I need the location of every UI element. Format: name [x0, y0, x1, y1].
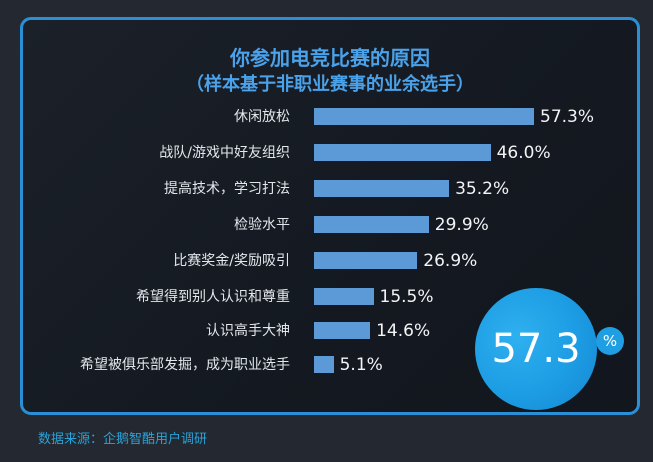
chart-subtitle: （样本基于非职业赛事的业余选手） [186, 74, 474, 95]
bar-row: 检验水平 29.9% [23, 216, 637, 234]
chart-frame: 你参加电竞比赛的原因 （样本基于非职业赛事的业余选手） 休闲放松 57.3% 战队/… [20, 17, 640, 415]
bar [314, 322, 371, 339]
bar-value: 26.9% [423, 251, 478, 271]
bar-row: 希望被俱乐部发掘，成为职业选手 5.1% [23, 356, 637, 374]
bar-row: 战队/游戏中好友组织 46.0% [23, 144, 637, 162]
bar-label: 希望被俱乐部发掘，成为职业选手 [80, 357, 290, 373]
bar-value: 15.5% [379, 287, 434, 307]
bar-label: 希望得到别人认识和尊重 [136, 289, 290, 305]
bar [314, 108, 534, 125]
bar-label: 检验水平 [234, 217, 290, 233]
data-source: 数据来源：企鹅智酷用户调研 [38, 432, 208, 447]
bar-label: 提高技术，学习打法 [164, 181, 290, 197]
bar-value: 5.1% [339, 355, 383, 375]
highlight-circle: 57.3 [475, 288, 597, 410]
bar-value: 46.0% [496, 143, 551, 163]
bar-label: 比赛奖金/奖励吸引 [173, 253, 290, 269]
bar-row: 比赛奖金/奖励吸引 26.9% [23, 252, 637, 270]
bar-row: 提高技术，学习打法 35.2% [23, 180, 637, 198]
bar [314, 144, 491, 161]
percent-sign: % [602, 332, 618, 350]
bar [314, 356, 334, 373]
bar-label: 战队/游戏中好友组织 [159, 145, 290, 161]
bar-row: 希望得到别人认识和尊重 15.5% [23, 288, 637, 306]
bar-value: 35.2% [455, 179, 510, 199]
bar-label: 休闲放松 [234, 109, 290, 125]
bar-label: 认识高手大神 [206, 323, 290, 339]
highlight-value: 57.3 [491, 326, 581, 372]
bar [314, 288, 374, 305]
bar-value: 57.3% [540, 107, 595, 127]
percent-badge: % [596, 327, 624, 355]
bar-row: 休闲放松 57.3% [23, 108, 637, 126]
bar [314, 180, 450, 197]
chart-title: 你参加电竞比赛的原因 [230, 46, 430, 70]
bar-row: 认识高手大神 14.6% [23, 322, 637, 340]
bar-value: 14.6% [376, 321, 431, 341]
bar [314, 216, 429, 233]
bar [314, 252, 418, 269]
bar-value: 29.9% [434, 215, 489, 235]
